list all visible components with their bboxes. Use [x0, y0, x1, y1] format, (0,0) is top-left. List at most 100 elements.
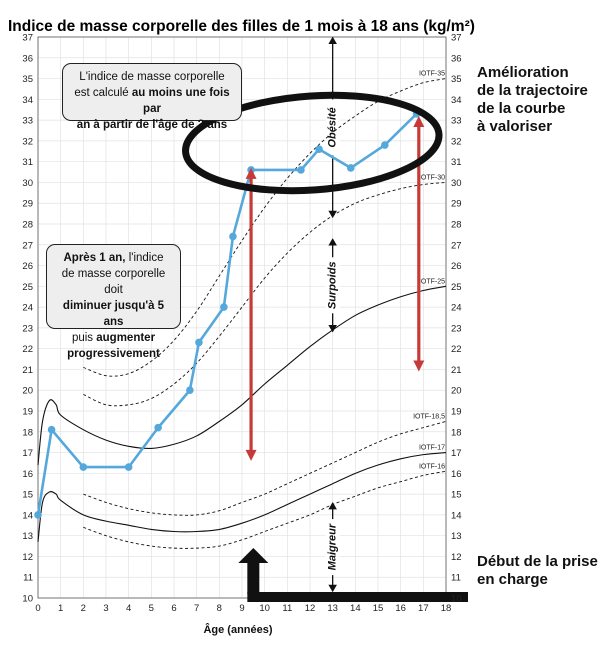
y-tick-label-left: 36 [22, 53, 33, 64]
y-tick-label-left: 27 [22, 240, 33, 251]
y-tick-label-left: 33 [22, 116, 33, 127]
y-tick-label-right: 31 [451, 157, 462, 168]
y-tick-label-right: 11 [451, 573, 461, 584]
reference-curve-iotf-17 [37, 452, 447, 542]
callout-measurement-line1: L'indice de masse corporelle [79, 71, 225, 83]
zone-arrow-head [328, 36, 337, 45]
curve-label: IOTF-18,5 [413, 413, 445, 420]
y-tick-label-left: 21 [22, 365, 33, 376]
zone-arrow-head [328, 238, 337, 246]
x-tick-label: 17 [418, 603, 429, 614]
patient-point [186, 386, 194, 395]
care-start-bar [247, 592, 468, 602]
x-axis-title: Âge (années) [203, 623, 272, 636]
patient-point [124, 463, 133, 471]
y-tick-label-left: 13 [22, 531, 33, 542]
red-arrow-head [413, 360, 425, 372]
improvement-note-line: de la trajectoire [477, 82, 588, 99]
x-tick-label: 2 [81, 603, 86, 614]
zone-label-bg [325, 257, 340, 314]
x-tick-label: 10 [259, 603, 270, 614]
zone-label-bg [325, 99, 340, 156]
improvement-note-line: Amélioration [477, 64, 569, 81]
care-start-arrow-stem [247, 562, 260, 594]
callout-rebound-line3: diminuer jusqu'à 5 ans [62, 300, 165, 328]
patient-point [315, 145, 323, 153]
care-start-arrow-head [238, 548, 269, 563]
curve-label: IOTF-17 [419, 445, 445, 452]
patient-point [347, 164, 355, 172]
y-tick-label-right: 28 [451, 220, 462, 231]
patient-point [297, 166, 305, 174]
patient-point [195, 338, 203, 347]
x-tick-label: 14 [350, 603, 361, 614]
x-tick-label: 7 [194, 603, 199, 614]
y-tick-label-right: 33 [451, 116, 462, 127]
y-tick-label-right: 10 [451, 594, 462, 605]
y-tick-label-left: 23 [22, 323, 33, 334]
y-tick-label-left: 29 [22, 199, 33, 210]
zone-arrow-head [328, 584, 337, 593]
y-tick-label-right: 22 [451, 344, 462, 355]
y-tick-label-right: 12 [451, 552, 462, 563]
x-tick-label: 1 [58, 603, 63, 614]
y-tick-label-right: 15 [451, 490, 462, 501]
y-tick-label-right: 17 [451, 448, 462, 459]
reference-curve-iotf-16 [83, 470, 447, 549]
y-tick-label-left: 28 [22, 220, 33, 231]
y-tick-label-right: 24 [451, 303, 462, 314]
zone-arrow-head [328, 210, 337, 219]
reference-curve-iotf-35 [83, 78, 447, 377]
y-tick-label-right: 23 [451, 323, 462, 334]
y-tick-label-right: 36 [451, 53, 462, 64]
y-tick-label-left: 25 [22, 282, 33, 293]
patient-point [220, 303, 228, 311]
improvement-ellipse-shape [182, 91, 443, 195]
improvement-ellipse [182, 91, 443, 195]
callout-rebound-line2: de masse corporelle doit [61, 268, 166, 296]
reference-curve-iotf-30 [83, 181, 447, 407]
improvement-note-line: à valoriser [477, 118, 553, 135]
x-tick-label: 16 [395, 603, 406, 614]
callout-rebound-line1: Après 1 an, l'indice [63, 252, 164, 264]
zone-label: Surpoids [327, 261, 339, 309]
patient-point [47, 425, 56, 434]
zone-label: Obésité [327, 107, 339, 147]
patient-point [34, 511, 42, 519]
y-tick-label-left: 15 [22, 490, 33, 501]
x-tick-label: 9 [239, 603, 244, 614]
y-tick-label-right: 30 [451, 178, 462, 189]
curve-label: IOTF-16 [419, 463, 445, 470]
x-tick-label: 11 [282, 603, 292, 614]
y-tick-label-left: 14 [22, 510, 33, 521]
y-tick-label-right: 19 [451, 407, 462, 418]
y-tick-label-left: 32 [22, 136, 33, 147]
zone-label: Maigreur [327, 523, 339, 570]
y-tick-label-right: 27 [451, 240, 462, 251]
y-tick-label-left: 17 [22, 448, 33, 459]
y-tick-label-left: 37 [22, 33, 33, 44]
patient-point [79, 463, 88, 471]
y-tick-label-right: 13 [451, 531, 462, 542]
y-tick-label-left: 20 [22, 386, 33, 397]
patient-series [34, 110, 421, 519]
x-tick-label: 0 [35, 603, 40, 614]
callout-measurement-line2: est calculé au moins une fois par [74, 87, 230, 115]
red-arrow-head [245, 167, 257, 179]
y-tick-label-right: 14 [451, 510, 462, 521]
y-tick-label-left: 19 [22, 407, 33, 418]
red-arrow-head [413, 115, 425, 127]
care-start-note-line: Début de la prise [477, 553, 598, 570]
y-tick-label-right: 34 [451, 95, 462, 106]
callout-rebound-line4: puis augmenter [71, 332, 156, 344]
improvement-note: Amélioration de la trajectoire de la cou… [477, 64, 588, 136]
y-tick-label-right: 16 [451, 469, 462, 480]
y-tick-label-left: 12 [22, 552, 33, 563]
x-tick-label: 8 [217, 603, 222, 614]
y-tick-label-right: 29 [451, 199, 462, 210]
x-tick-label: 12 [305, 603, 316, 614]
curve-label: IOTF-30 [419, 174, 445, 181]
callout-rebound: Après 1 an, l'indice de masse corporelle… [46, 244, 181, 360]
reference-curves: IOTF-35 IOTF-30 IOTF-25 IOTF-18,5 IOTF-17 IOT… [37, 71, 447, 549]
